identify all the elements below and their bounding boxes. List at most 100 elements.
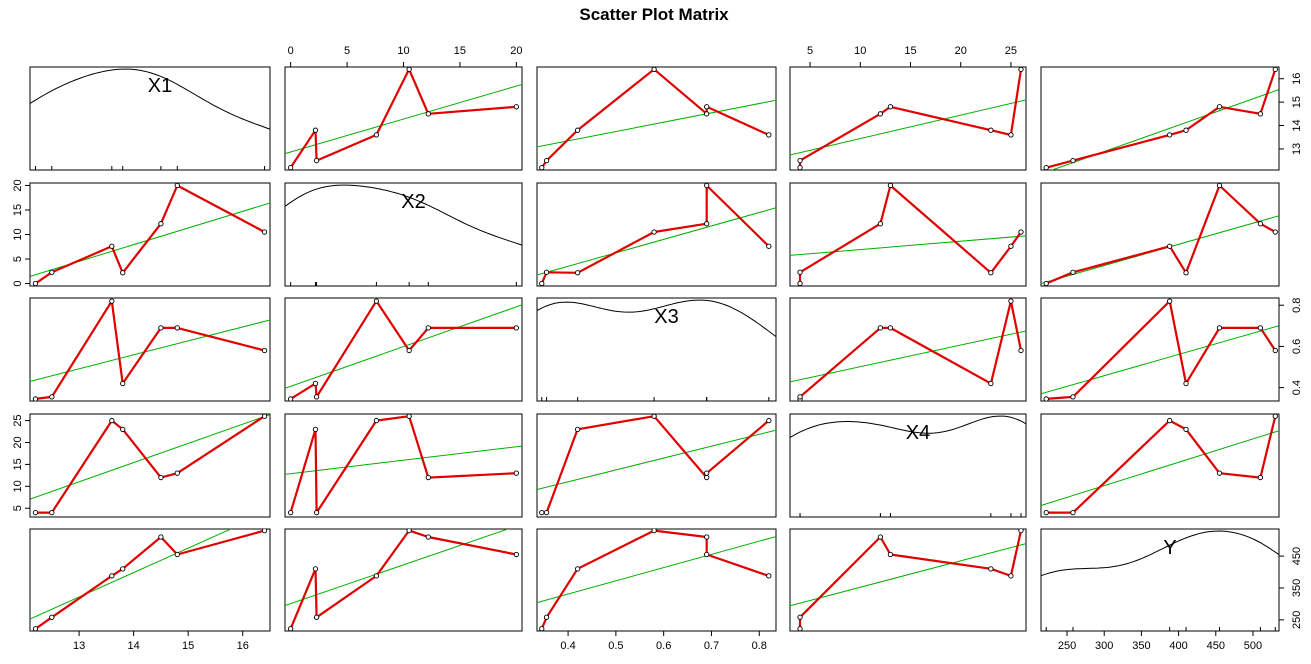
bottom-tick-label-x1: 14 [128, 640, 140, 652]
data-point [797, 626, 803, 631]
data-point [120, 380, 126, 387]
data-point [287, 165, 294, 170]
data-point [1272, 67, 1278, 72]
left-tick-label-x4: 5 [12, 505, 24, 511]
data-point [373, 573, 380, 579]
panel-x2-vs-y [1040, 182, 1280, 287]
data-point [651, 414, 657, 419]
left-tick-label-x4: 25 [12, 414, 24, 426]
data-point [513, 325, 520, 331]
panel-x4-vs-x1 [29, 413, 271, 518]
regression-line [537, 429, 776, 491]
data-point [287, 396, 294, 401]
top-tick-label-x4: 20 [955, 45, 967, 57]
data-point [425, 534, 431, 540]
left-tick-label-x2: 0 [12, 280, 24, 286]
data-point [539, 280, 545, 286]
regression-line [1041, 430, 1279, 506]
panel-frame [789, 297, 1027, 402]
left-tick-label-x2: 20 [12, 179, 24, 191]
smoother-line [290, 300, 517, 400]
panel-y-vs-x1 [29, 528, 271, 632]
regression-line [30, 529, 233, 620]
data-point [49, 509, 55, 516]
data-point [651, 529, 657, 534]
smoother-line [798, 69, 1023, 168]
regression-line [537, 99, 776, 148]
data-point [1216, 104, 1223, 110]
bottom-tick-label-y: 250 [1058, 640, 1076, 652]
left-tick-label-x2: 15 [12, 204, 24, 216]
bottom-tick-label-x1: 15 [182, 640, 194, 652]
data-point [1216, 183, 1223, 189]
data-point [988, 270, 994, 276]
smoother-line [540, 68, 770, 169]
panel-frame [284, 413, 523, 518]
smoother-line [1046, 300, 1277, 400]
data-point [425, 111, 431, 117]
top-tick-label-x2: 0 [288, 45, 294, 57]
smoother-line [798, 530, 1023, 629]
top-tick-label-x2: 15 [454, 45, 466, 57]
data-point [543, 614, 550, 620]
right-tick-label-y: 450 [1291, 547, 1303, 565]
panel-frame [1040, 297, 1280, 402]
panel-frame [789, 182, 1027, 287]
panel-frame [1040, 413, 1280, 518]
data-point [704, 221, 710, 227]
data-point [1183, 380, 1189, 387]
right-tick-label-x3: 0.6 [1291, 339, 1303, 354]
panel-x4-vs-x4: X4 [789, 413, 1027, 518]
top-tick-label-x4: 10 [854, 45, 866, 57]
data-point [1018, 67, 1024, 72]
regression-line [1050, 89, 1279, 170]
data-point [1008, 298, 1014, 304]
smoother-line [34, 529, 265, 630]
data-point [1272, 229, 1278, 235]
data-point [704, 551, 710, 558]
bottom-tick-label-x1: 16 [237, 640, 249, 652]
data-point [887, 104, 894, 110]
data-point [1183, 127, 1189, 133]
data-point [543, 509, 550, 516]
data-point [1070, 269, 1076, 275]
panel-frame [536, 182, 777, 287]
smoother-line [540, 184, 770, 284]
top-tick-label-x2: 10 [397, 45, 409, 57]
data-point [704, 470, 710, 476]
diagonal-label-x4: X4 [906, 422, 930, 444]
data-point [313, 157, 320, 164]
panel-x3-vs-y [1040, 297, 1280, 402]
bottom-tick-label-y: 450 [1207, 640, 1225, 652]
top-tick-label-x4: 25 [1005, 45, 1017, 57]
data-point [704, 534, 710, 540]
bottom-tick-label-x3: 0.4 [560, 640, 575, 652]
diagonal-label-x3: X3 [654, 306, 678, 328]
smoother-line [289, 529, 517, 630]
regression-line [285, 445, 522, 475]
panel-x4-vs-y [1040, 413, 1280, 518]
data-point [1216, 325, 1223, 331]
data-point [513, 470, 520, 476]
data-point [543, 269, 550, 275]
bottom-tick-label-y: 350 [1132, 640, 1150, 652]
data-point [49, 394, 55, 400]
density-curve [285, 184, 522, 246]
data-point [704, 104, 710, 110]
top-tick-label-x2: 5 [344, 45, 350, 57]
data-point [1043, 509, 1049, 516]
panel-frame [284, 297, 523, 402]
data-point [887, 551, 894, 558]
left-tick-label-x2: 5 [12, 256, 24, 262]
panel-frame [29, 528, 271, 632]
left-tick-label-x2: 10 [12, 228, 24, 240]
regression-line [285, 304, 522, 389]
regression-line [790, 330, 1026, 383]
data-point [109, 243, 115, 249]
panel-y-vs-y: Y [1040, 528, 1280, 632]
data-point [797, 394, 803, 400]
regression-line [790, 99, 1026, 156]
data-point [877, 534, 884, 540]
data-point [766, 243, 772, 249]
diagonal-label-y: Y [1163, 537, 1176, 559]
